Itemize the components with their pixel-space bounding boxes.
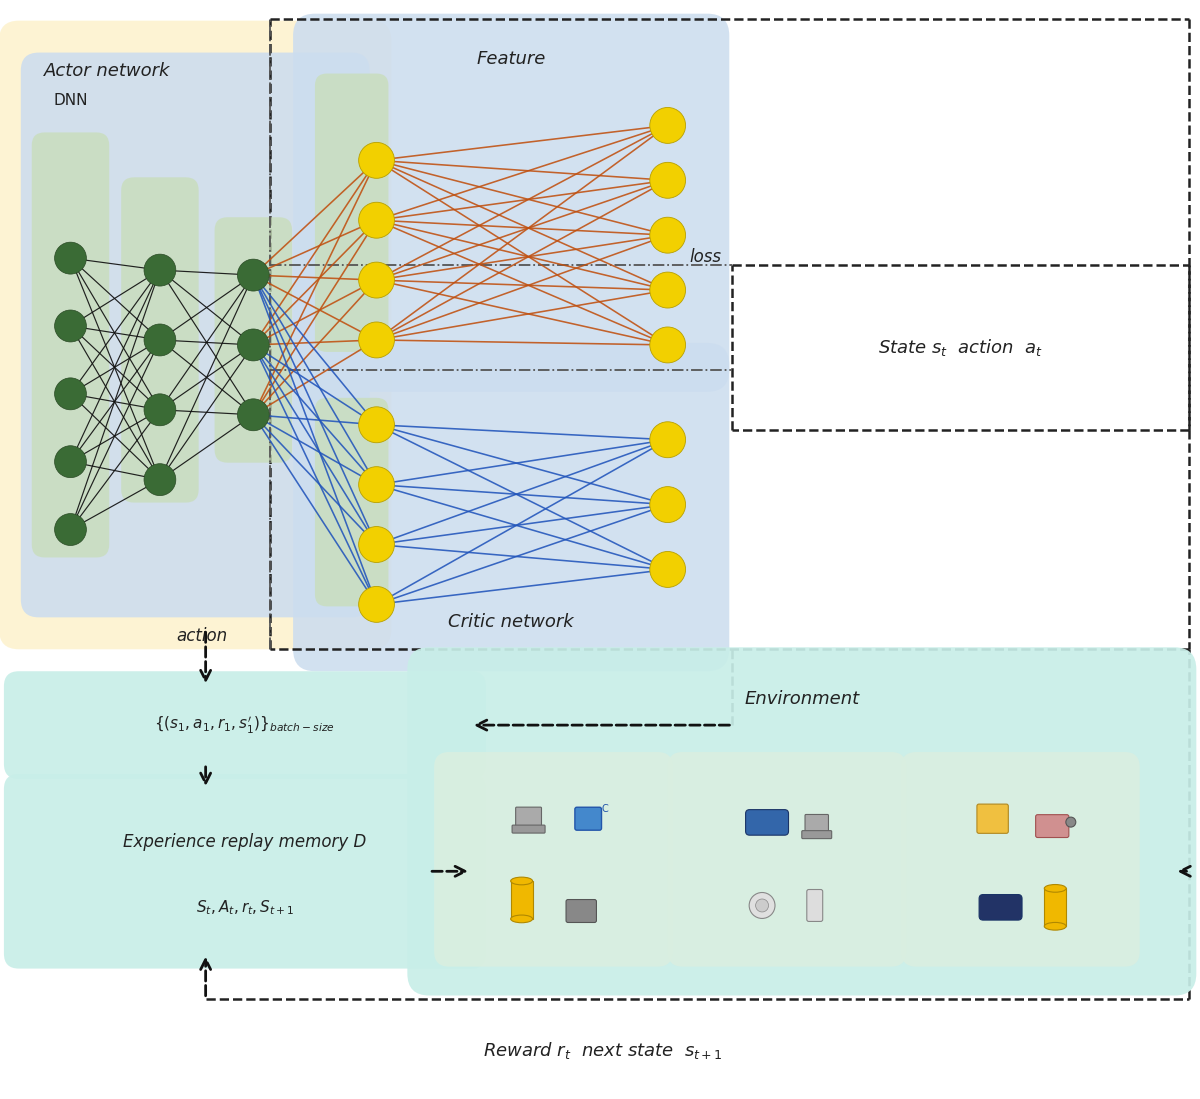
Ellipse shape <box>511 877 533 885</box>
Circle shape <box>650 328 685 363</box>
Ellipse shape <box>1044 885 1066 892</box>
Text: Critic network: Critic network <box>449 613 574 631</box>
Circle shape <box>238 329 269 360</box>
Circle shape <box>650 552 685 588</box>
Text: Reward $r_t$  next state  $s_{t+1}$: Reward $r_t$ next state $s_{t+1}$ <box>484 1041 722 1062</box>
Text: C: C <box>601 804 608 814</box>
FancyBboxPatch shape <box>215 218 292 463</box>
Circle shape <box>144 464 176 496</box>
Circle shape <box>54 513 86 545</box>
Text: Feature: Feature <box>476 49 546 67</box>
Circle shape <box>144 324 176 356</box>
FancyBboxPatch shape <box>802 831 832 839</box>
Circle shape <box>650 163 685 198</box>
Circle shape <box>749 892 775 919</box>
Text: Experience replay memory D: Experience replay memory D <box>124 833 366 851</box>
FancyBboxPatch shape <box>121 177 199 502</box>
Circle shape <box>650 273 685 308</box>
Bar <box>511 881 533 919</box>
FancyBboxPatch shape <box>314 74 389 352</box>
FancyBboxPatch shape <box>805 814 828 833</box>
FancyBboxPatch shape <box>293 13 730 392</box>
Text: Actor network: Actor network <box>43 62 170 79</box>
FancyBboxPatch shape <box>512 825 545 833</box>
Text: loss: loss <box>690 248 721 266</box>
Circle shape <box>650 422 685 457</box>
FancyBboxPatch shape <box>901 752 1140 967</box>
FancyBboxPatch shape <box>516 807 541 828</box>
FancyBboxPatch shape <box>0 21 391 650</box>
Text: State $s_t$  action  $a_t$: State $s_t$ action $a_t$ <box>878 337 1043 358</box>
FancyBboxPatch shape <box>1036 814 1069 837</box>
FancyBboxPatch shape <box>434 752 673 967</box>
Circle shape <box>1066 818 1075 828</box>
Text: DNN: DNN <box>54 93 88 109</box>
Circle shape <box>359 143 395 178</box>
Circle shape <box>650 218 685 253</box>
FancyBboxPatch shape <box>293 343 730 671</box>
Ellipse shape <box>511 915 533 923</box>
Circle shape <box>144 254 176 286</box>
FancyBboxPatch shape <box>20 53 370 618</box>
Circle shape <box>54 242 86 274</box>
Circle shape <box>359 322 395 358</box>
FancyBboxPatch shape <box>4 774 486 968</box>
Circle shape <box>238 259 269 291</box>
Text: action: action <box>176 628 227 645</box>
Text: $S_t, A_t, r_t, S_{t+1}$: $S_t, A_t, r_t, S_{t+1}$ <box>196 898 294 917</box>
FancyBboxPatch shape <box>566 900 596 922</box>
Bar <box>1044 888 1066 926</box>
FancyBboxPatch shape <box>575 808 601 830</box>
FancyBboxPatch shape <box>977 804 1008 833</box>
FancyBboxPatch shape <box>806 889 823 921</box>
FancyBboxPatch shape <box>407 647 1196 996</box>
FancyBboxPatch shape <box>31 132 109 557</box>
Circle shape <box>650 487 685 522</box>
Circle shape <box>238 399 269 431</box>
FancyBboxPatch shape <box>314 398 389 607</box>
Circle shape <box>650 108 685 143</box>
FancyBboxPatch shape <box>667 752 906 967</box>
Circle shape <box>359 263 395 298</box>
Ellipse shape <box>1044 922 1066 930</box>
Circle shape <box>359 526 395 563</box>
FancyBboxPatch shape <box>979 895 1022 920</box>
Circle shape <box>54 310 86 342</box>
Circle shape <box>359 202 395 238</box>
Circle shape <box>359 407 395 443</box>
Circle shape <box>359 467 395 502</box>
Circle shape <box>144 393 176 425</box>
Circle shape <box>756 899 768 912</box>
Text: Environment: Environment <box>744 690 859 708</box>
Text: $\{(s_1,a_1,r_1,s_1^{\prime})\}_{batch-size}$: $\{(s_1,a_1,r_1,s_1^{\prime})\}_{batch-s… <box>155 714 335 735</box>
Circle shape <box>359 587 395 622</box>
Circle shape <box>54 378 86 410</box>
FancyBboxPatch shape <box>4 671 486 779</box>
Circle shape <box>54 446 86 478</box>
FancyBboxPatch shape <box>745 810 788 835</box>
